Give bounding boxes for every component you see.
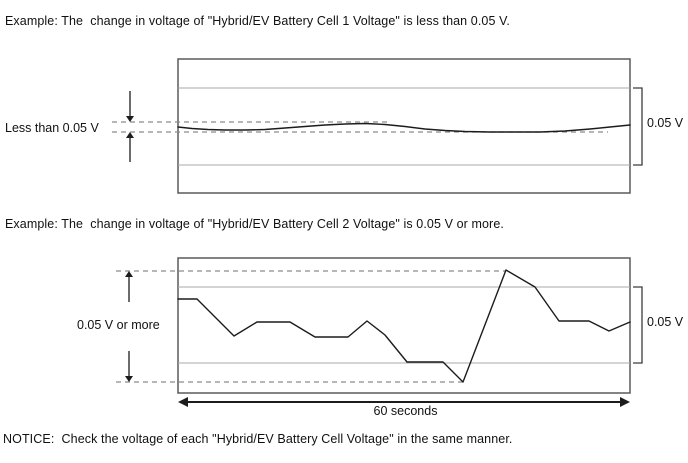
example1-caption: Example: The change in voltage of "Hybri… xyxy=(5,14,510,28)
example2-caption: Example: The change in voltage of "Hybri… xyxy=(5,217,504,231)
arrow-up-icon xyxy=(126,132,134,138)
cell1-scale-bracket xyxy=(633,87,643,166)
example1-left-label: Less than 0.05 V xyxy=(5,121,99,135)
duration-span-arrow xyxy=(178,397,630,407)
cell2-gap-arrows xyxy=(125,271,133,382)
cell2-voltage-plot xyxy=(116,257,631,394)
plot-frame xyxy=(177,58,631,194)
voltage-waveform xyxy=(177,122,631,133)
cell2-scale-bracket xyxy=(633,286,643,364)
example1-right-label: 0.05 V xyxy=(647,116,684,130)
plot-frame xyxy=(177,257,631,394)
cell1-voltage-plot xyxy=(112,58,631,194)
arrow-down-icon xyxy=(125,376,133,382)
arrow-up-icon xyxy=(125,271,133,277)
example2-right-label: 0.05 V xyxy=(647,315,684,329)
notice-text: NOTICE: Check the voltage of each "Hybri… xyxy=(3,432,513,446)
voltage-waveform xyxy=(177,269,631,383)
arrow-right-icon xyxy=(620,397,630,407)
arrow-down-icon xyxy=(126,116,134,122)
arrow-left-icon xyxy=(178,397,188,407)
example2-left-label: 0.05 V or more xyxy=(77,318,160,332)
cell1-gap-arrows xyxy=(126,91,134,162)
duration-label: 60 seconds xyxy=(373,404,438,418)
